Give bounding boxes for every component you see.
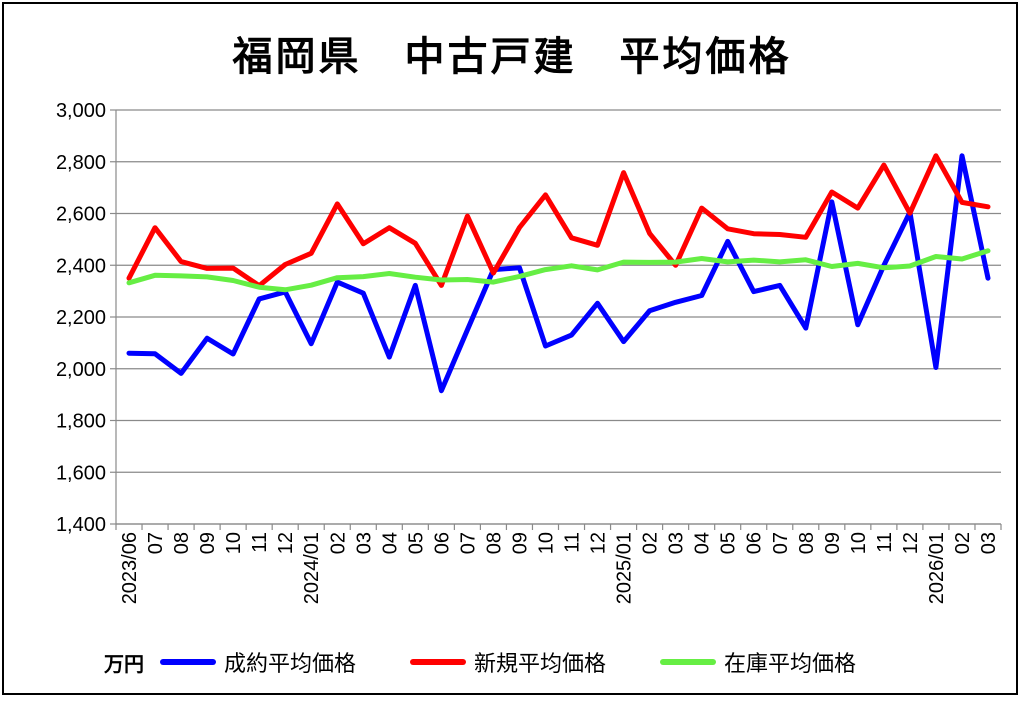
- x-tick-label: 08: [171, 532, 193, 554]
- series-line-2: [126, 153, 991, 289]
- x-tick-label: 09: [822, 532, 844, 554]
- series-lines: [126, 153, 991, 394]
- legend-label-contract: 成約平均価格: [224, 652, 357, 677]
- chart-title: 福岡県 中古戸建 平均価格: [232, 34, 792, 80]
- x-tick-label: 11: [874, 532, 896, 553]
- x-tick-label: 02: [327, 532, 349, 554]
- x-tick-label: 2023/06: [119, 532, 141, 604]
- legend-swatch-contract: [160, 659, 216, 665]
- series-line-1: [126, 153, 991, 394]
- x-tick-label: 04: [379, 532, 401, 554]
- x-tick-label: 11: [562, 532, 584, 553]
- x-tick-label: 02: [640, 532, 662, 554]
- y-tick-label: 1,800: [56, 411, 106, 433]
- x-tick-label: 10: [223, 532, 245, 554]
- x-tick-label: 06: [744, 532, 766, 554]
- legend-label-new: 新規平均価格: [474, 652, 607, 677]
- x-tick-label: 12: [275, 532, 297, 554]
- x-tick-labels: 2023/06 07 08 09 10 11 12 2024/01 02 03 04 05 06 07 08…: [119, 532, 1000, 604]
- y-tick-label: 2,000: [56, 359, 106, 381]
- x-tick-label: 07: [770, 532, 792, 554]
- legend-swatch-new: [410, 659, 466, 665]
- x-tick-label: 05: [718, 532, 740, 554]
- x-tick-label: 03: [666, 532, 688, 554]
- axes: [110, 109, 1002, 530]
- y-tick-label: 2,200: [56, 307, 106, 329]
- x-tick-label: 07: [457, 532, 479, 554]
- x-tick-label: 11: [249, 532, 271, 553]
- y-tick-label: 3,000: [56, 100, 106, 122]
- y-tick-label: 1,400: [56, 514, 106, 536]
- x-tick-label: 2026/01: [926, 532, 948, 604]
- x-tick-label: 10: [848, 532, 870, 554]
- legend-swatch-stock: [660, 659, 716, 665]
- y-tick-label: 2,800: [56, 152, 106, 174]
- x-tick-label: 07: [145, 532, 167, 554]
- series-line-3: [126, 248, 991, 293]
- x-tick-label: 03: [353, 532, 375, 554]
- x-tick-label: 2025/01: [614, 532, 636, 604]
- x-tick-label: 09: [197, 532, 219, 554]
- x-tick-label: 02: [952, 532, 974, 554]
- y-tick-label: 1,600: [56, 462, 106, 484]
- x-tick-label: 04: [692, 532, 714, 554]
- x-tick-label: 12: [900, 532, 922, 554]
- x-tick-label: 06: [431, 532, 453, 554]
- x-tick-label: 08: [796, 532, 818, 554]
- x-tick-label: 10: [535, 532, 557, 554]
- legend-label-stock: 在庫平均価格: [724, 652, 857, 677]
- y-tick-labels: 1,400 1,600 1,800 2,000 2,200 2,400 2,600 2,800…: [56, 100, 106, 536]
- x-tick-label: 03: [978, 532, 1000, 554]
- x-tick-label: 08: [483, 532, 505, 554]
- x-tick-label: 2024/01: [301, 532, 323, 604]
- x-tick-label: 09: [509, 532, 531, 554]
- y-tick-label: 2,600: [56, 204, 106, 226]
- x-tick-label: 12: [588, 532, 610, 554]
- y-tick-label: 2,400: [56, 255, 106, 277]
- x-tick-label: 05: [405, 532, 427, 554]
- unit-label: 万円: [104, 652, 144, 676]
